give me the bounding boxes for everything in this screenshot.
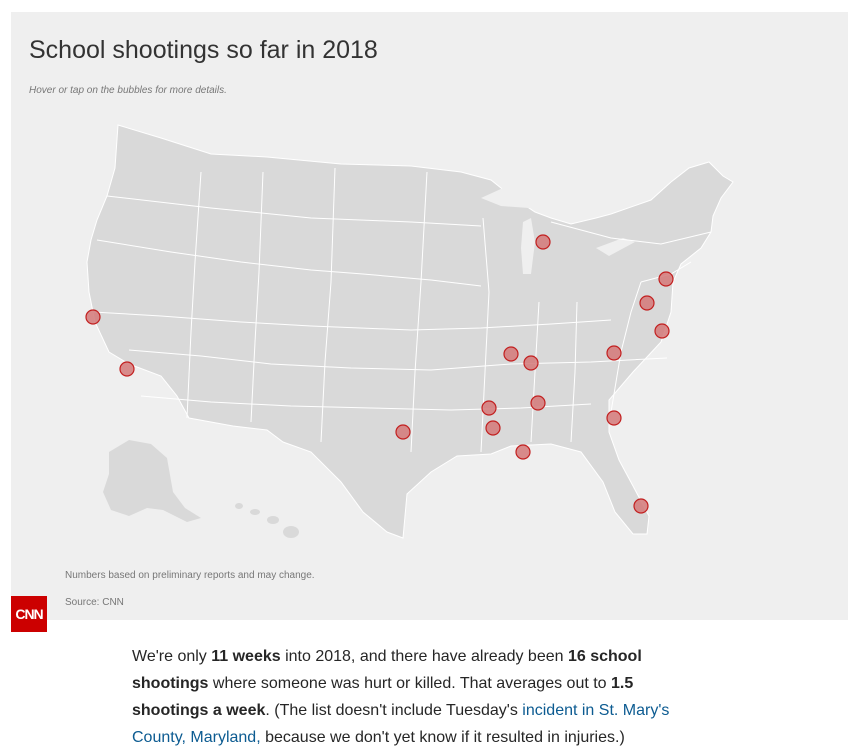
lake-michigan [521, 218, 535, 274]
shooting-bubble[interactable] [535, 234, 551, 250]
article-text: We're only [132, 648, 212, 665]
shooting-bubbles [85, 234, 674, 514]
shooting-bubble[interactable] [654, 323, 670, 339]
lake-erie [596, 238, 635, 256]
shooting-bubble[interactable] [658, 271, 674, 287]
article-bold: 11 weeks [211, 648, 281, 665]
lake-superior [481, 188, 551, 208]
shooting-bubble[interactable] [639, 295, 655, 311]
shooting-bubble[interactable] [503, 346, 519, 362]
hawaii [235, 503, 299, 538]
shooting-bubble[interactable] [515, 444, 531, 460]
disclaimer-note: Numbers based on preliminary reports and… [65, 570, 315, 581]
article-text: into 2018, and there have already been [280, 648, 568, 665]
us-map [85, 124, 734, 539]
shooting-bubble[interactable] [481, 400, 497, 416]
shooting-bubble[interactable] [606, 410, 622, 426]
article-text: because we don't yet know if it resulted… [260, 729, 625, 746]
cnn-logo: CNN [11, 596, 47, 632]
article-text: . (The list doesn't include Tuesday's [265, 702, 523, 719]
article-bold: 1.5 shootings a week [132, 675, 634, 719]
shooting-bubble[interactable] [85, 309, 101, 325]
us-land [86, 124, 734, 539]
graphic-title: School shootings so far in 2018 [29, 36, 378, 64]
shooting-bubble[interactable] [485, 420, 501, 436]
alaska [103, 440, 201, 522]
article-paragraph: We're only 11 weeks into 2018, and there… [132, 643, 712, 751]
state-borders [92, 167, 712, 453]
article-bold: 16 school shootings [132, 648, 642, 692]
shooting-bubble[interactable] [119, 361, 135, 377]
shooting-bubble[interactable] [633, 498, 649, 514]
article-text: where someone was hurt or killed. That a… [208, 675, 612, 692]
shooting-bubble[interactable] [606, 345, 622, 361]
shooting-bubble[interactable] [530, 395, 546, 411]
shooting-bubble[interactable] [523, 355, 539, 371]
graphic-subtitle: Hover or tap on the bubbles for more det… [29, 85, 227, 96]
shooting-bubble[interactable] [395, 424, 411, 440]
source-credit: Source: CNN [65, 597, 124, 608]
map-graphic: School shootings so far in 2018 Hover or… [11, 12, 848, 632]
